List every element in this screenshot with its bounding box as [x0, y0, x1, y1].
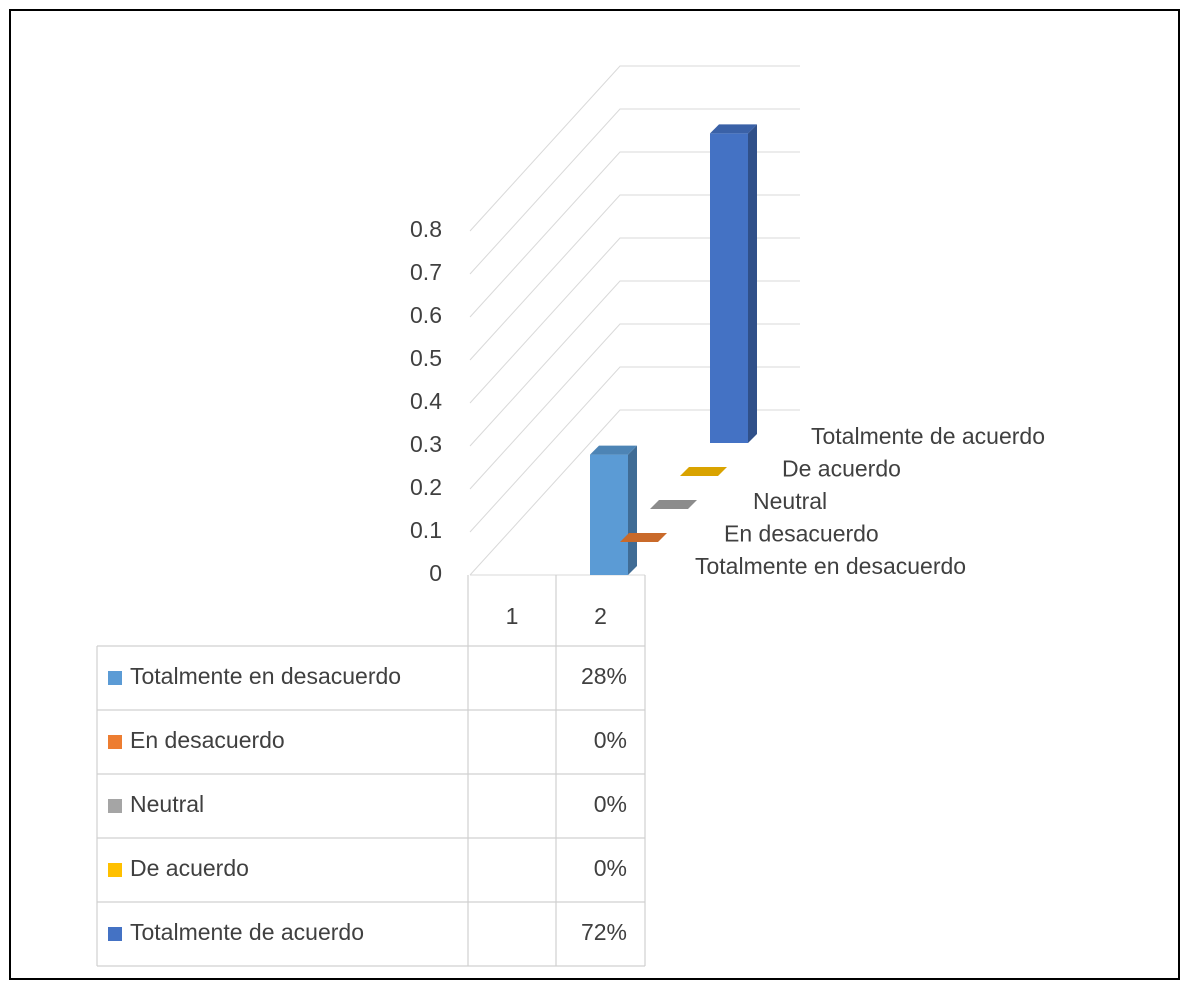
series-label: Totalmente de acuerdo [811, 423, 1045, 449]
legend-label: Neutral [130, 791, 204, 817]
legend-swatch [108, 799, 122, 813]
bar [590, 454, 628, 575]
value-label: 28% [581, 663, 627, 689]
grid-line [469, 65, 800, 232]
y-tick-label: 0.5 [410, 345, 442, 371]
y-tick-label: 0.1 [410, 517, 442, 543]
x-tick-label: 1 [506, 603, 519, 629]
legend-swatch [108, 735, 122, 749]
x-tick-label: 2 [594, 603, 607, 629]
legend-label: Totalmente en desacuerdo [130, 663, 401, 689]
bar-top [590, 445, 637, 455]
bar-top [710, 124, 757, 134]
legend-label: En desacuerdo [130, 727, 285, 753]
legend-swatch [108, 927, 122, 941]
series-label: En desacuerdo [724, 521, 879, 547]
bar-top [620, 533, 667, 542]
value-label: 0% [594, 727, 627, 753]
y-tick-label: 0.3 [410, 431, 442, 457]
y-tick-label: 0.4 [410, 388, 442, 414]
bar-top [680, 467, 727, 476]
series-label: Totalmente en desacuerdo [695, 553, 966, 579]
legend-label: Totalmente de acuerdo [130, 919, 364, 945]
value-label: 0% [594, 855, 627, 881]
y-tick-label: 0.2 [410, 474, 442, 500]
legend-swatch [108, 863, 122, 877]
y-tick-label: 0.6 [410, 302, 442, 328]
y-tick-label: 0.7 [410, 259, 442, 285]
bar-side [628, 445, 637, 575]
legend-swatch [108, 671, 122, 685]
bar-side [748, 124, 757, 444]
value-label: 0% [594, 791, 627, 817]
series-label: De acuerdo [782, 456, 901, 482]
legend-label: De acuerdo [130, 855, 249, 881]
bar-top [650, 500, 697, 509]
value-label: 72% [581, 919, 627, 945]
series-label: Neutral [753, 488, 827, 514]
y-tick-label: 0.8 [410, 216, 442, 242]
grid-line [469, 108, 800, 275]
bar [710, 133, 748, 443]
y-tick-label: 0 [429, 560, 442, 586]
